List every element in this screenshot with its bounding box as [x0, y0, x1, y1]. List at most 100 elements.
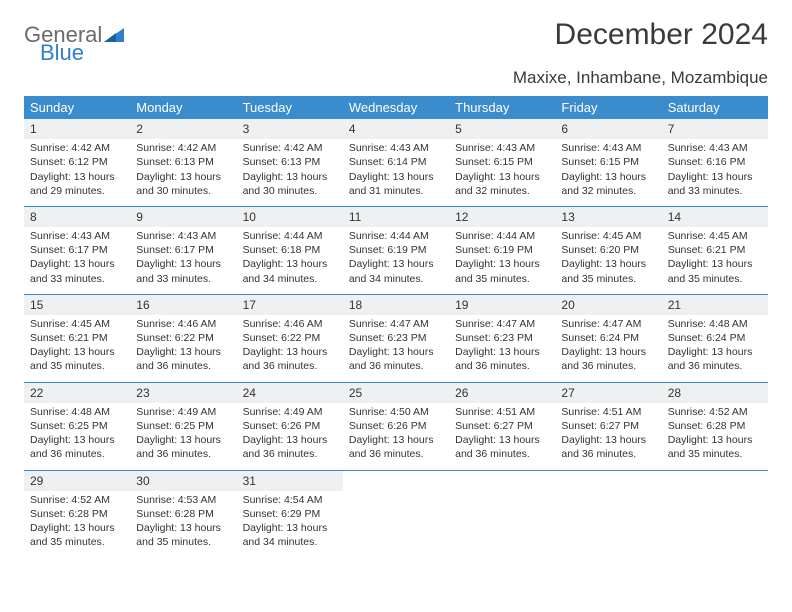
daylight-text: Daylight: 13 hours and 36 minutes.: [243, 433, 337, 461]
sunset-text: Sunset: 6:13 PM: [136, 155, 230, 169]
sunset-text: Sunset: 6:15 PM: [561, 155, 655, 169]
sunrise-text: Sunrise: 4:46 AM: [243, 317, 337, 331]
calendar-day-cell: 17Sunrise: 4:46 AMSunset: 6:22 PMDayligh…: [237, 294, 343, 382]
calendar-day-cell: 5Sunrise: 4:43 AMSunset: 6:15 PMDaylight…: [449, 119, 555, 206]
calendar-day-cell: 20Sunrise: 4:47 AMSunset: 6:24 PMDayligh…: [555, 294, 661, 382]
day-number: 28: [662, 383, 768, 403]
sunrise-text: Sunrise: 4:47 AM: [349, 317, 443, 331]
daylight-text: Daylight: 13 hours and 34 minutes.: [243, 521, 337, 549]
calendar-day-cell: 7 Sunrise: 4:43 AMSunset: 6:16 PMDaylight…: [662, 119, 768, 206]
daylight-text: Daylight: 13 hours and 36 minutes.: [136, 345, 230, 373]
daylight-text: Daylight: 13 hours and 35 minutes.: [136, 521, 230, 549]
calendar-day-cell: 29Sunrise: 4:52 AMSunset: 6:28 PMDayligh…: [24, 470, 130, 557]
sunset-text: Sunset: 6:28 PM: [136, 507, 230, 521]
sunrise-text: Sunrise: 4:44 AM: [455, 229, 549, 243]
calendar-day-cell: 11Sunrise: 4:44 AMSunset: 6:19 PMDayligh…: [343, 206, 449, 294]
brand-triangle-icon: [104, 22, 124, 47]
day-number: 18: [343, 295, 449, 315]
day-number: 14: [662, 207, 768, 227]
sunrise-text: Sunrise: 4:43 AM: [561, 141, 655, 155]
sunrise-text: Sunrise: 4:52 AM: [30, 493, 124, 507]
day-number: 19: [449, 295, 555, 315]
sunrise-text: Sunrise: 4:49 AM: [243, 405, 337, 419]
sunrise-text: Sunrise: 4:42 AM: [136, 141, 230, 155]
page-title: December 2024: [555, 18, 768, 52]
calendar-day-cell: 12Sunrise: 4:44 AMSunset: 6:19 PMDayligh…: [449, 206, 555, 294]
weekday-header: Sunday: [24, 96, 130, 119]
daylight-text: Daylight: 13 hours and 33 minutes.: [668, 170, 762, 198]
sunrise-text: Sunrise: 4:43 AM: [136, 229, 230, 243]
day-number: 2: [130, 119, 236, 139]
day-number: 6: [555, 119, 661, 139]
sunset-text: Sunset: 6:27 PM: [455, 419, 549, 433]
weekday-header-row: Sunday Monday Tuesday Wednesday Thursday…: [24, 96, 768, 119]
day-number: 22: [24, 383, 130, 403]
sunset-text: Sunset: 6:19 PM: [455, 243, 549, 257]
daylight-text: Daylight: 13 hours and 36 minutes.: [668, 345, 762, 373]
daylight-text: Daylight: 13 hours and 36 minutes.: [455, 433, 549, 461]
day-number: 3: [237, 119, 343, 139]
calendar-day-cell: 13Sunrise: 4:45 AMSunset: 6:20 PMDayligh…: [555, 206, 661, 294]
sunset-text: Sunset: 6:21 PM: [30, 331, 124, 345]
sunset-text: Sunset: 6:17 PM: [30, 243, 124, 257]
daylight-text: Daylight: 13 hours and 31 minutes.: [349, 170, 443, 198]
calendar-week-row: 1Sunrise: 4:42 AMSunset: 6:12 PMDaylight…: [24, 119, 768, 206]
calendar-day-cell: 2 Sunrise: 4:42 AMSunset: 6:13 PMDaylight…: [130, 119, 236, 206]
calendar-day-cell: 27Sunrise: 4:51 AMSunset: 6:27 PMDayligh…: [555, 382, 661, 470]
calendar-day-cell: 22Sunrise: 4:48 AMSunset: 6:25 PMDayligh…: [24, 382, 130, 470]
calendar-day-cell: 6 Sunrise: 4:43 AMSunset: 6:15 PMDaylight…: [555, 119, 661, 206]
calendar-day-cell: 26Sunrise: 4:51 AMSunset: 6:27 PMDayligh…: [449, 382, 555, 470]
daylight-text: Daylight: 13 hours and 35 minutes.: [668, 433, 762, 461]
sunset-text: Sunset: 6:22 PM: [136, 331, 230, 345]
day-number: 9: [130, 207, 236, 227]
sunrise-text: Sunrise: 4:48 AM: [668, 317, 762, 331]
calendar-day-cell: 1Sunrise: 4:42 AMSunset: 6:12 PMDaylight…: [24, 119, 130, 206]
calendar-day-cell: [343, 470, 449, 557]
calendar-day-cell: 8Sunrise: 4:43 AMSunset: 6:17 PMDaylight…: [24, 206, 130, 294]
sunrise-text: Sunrise: 4:48 AM: [30, 405, 124, 419]
day-number: 20: [555, 295, 661, 315]
sunset-text: Sunset: 6:16 PM: [668, 155, 762, 169]
daylight-text: Daylight: 13 hours and 35 minutes.: [30, 345, 124, 373]
calendar-day-cell: 21Sunrise: 4:48 AMSunset: 6:24 PMDayligh…: [662, 294, 768, 382]
calendar-day-cell: 10Sunrise: 4:44 AMSunset: 6:18 PMDayligh…: [237, 206, 343, 294]
sunrise-text: Sunrise: 4:54 AM: [243, 493, 337, 507]
sunset-text: Sunset: 6:24 PM: [561, 331, 655, 345]
day-number: 24: [237, 383, 343, 403]
sunrise-text: Sunrise: 4:43 AM: [455, 141, 549, 155]
sunrise-text: Sunrise: 4:46 AM: [136, 317, 230, 331]
calendar-table: Sunday Monday Tuesday Wednesday Thursday…: [24, 96, 768, 557]
sunrise-text: Sunrise: 4:43 AM: [349, 141, 443, 155]
day-number: 11: [343, 207, 449, 227]
daylight-text: Daylight: 13 hours and 35 minutes.: [668, 257, 762, 285]
day-number: 12: [449, 207, 555, 227]
calendar-day-cell: 19Sunrise: 4:47 AMSunset: 6:23 PMDayligh…: [449, 294, 555, 382]
calendar-day-cell: 30Sunrise: 4:53 AMSunset: 6:28 PMDayligh…: [130, 470, 236, 557]
daylight-text: Daylight: 13 hours and 36 minutes.: [243, 345, 337, 373]
daylight-text: Daylight: 13 hours and 30 minutes.: [243, 170, 337, 198]
sunset-text: Sunset: 6:28 PM: [30, 507, 124, 521]
day-number: 27: [555, 383, 661, 403]
sunrise-text: Sunrise: 4:53 AM: [136, 493, 230, 507]
daylight-text: Daylight: 13 hours and 32 minutes.: [561, 170, 655, 198]
sunrise-text: Sunrise: 4:45 AM: [561, 229, 655, 243]
sunset-text: Sunset: 6:27 PM: [561, 419, 655, 433]
weekday-header: Monday: [130, 96, 236, 119]
day-number: 7: [662, 119, 768, 139]
calendar-day-cell: 25Sunrise: 4:50 AMSunset: 6:26 PMDayligh…: [343, 382, 449, 470]
daylight-text: Daylight: 13 hours and 36 minutes.: [30, 433, 124, 461]
sunrise-text: Sunrise: 4:44 AM: [243, 229, 337, 243]
day-number: 15: [24, 295, 130, 315]
calendar-week-row: 22Sunrise: 4:48 AMSunset: 6:25 PMDayligh…: [24, 382, 768, 470]
calendar-day-cell: [449, 470, 555, 557]
calendar-week-row: 15Sunrise: 4:45 AMSunset: 6:21 PMDayligh…: [24, 294, 768, 382]
brand-logo: General Blue: [24, 18, 124, 64]
sunset-text: Sunset: 6:14 PM: [349, 155, 443, 169]
daylight-text: Daylight: 13 hours and 30 minutes.: [136, 170, 230, 198]
daylight-text: Daylight: 13 hours and 34 minutes.: [243, 257, 337, 285]
day-number: 25: [343, 383, 449, 403]
sunset-text: Sunset: 6:13 PM: [243, 155, 337, 169]
day-number: 5: [449, 119, 555, 139]
sunrise-text: Sunrise: 4:43 AM: [668, 141, 762, 155]
weekday-header: Thursday: [449, 96, 555, 119]
